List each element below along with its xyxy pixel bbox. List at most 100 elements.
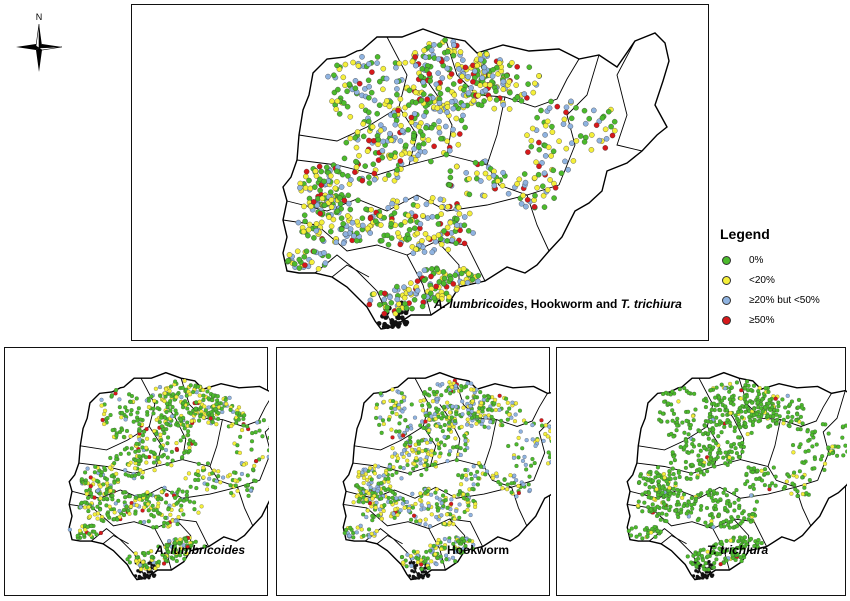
coastline-marker bbox=[419, 573, 423, 577]
survey-site-point bbox=[743, 539, 748, 544]
survey-site-point bbox=[368, 206, 374, 213]
survey-site-point bbox=[524, 95, 530, 101]
survey-site-point bbox=[683, 465, 688, 470]
survey-site-point bbox=[291, 261, 298, 267]
survey-site-point bbox=[266, 448, 269, 453]
survey-site-point bbox=[445, 246, 451, 253]
survey-site-point bbox=[665, 419, 670, 424]
survey-site-point bbox=[422, 231, 429, 237]
survey-site-point bbox=[229, 423, 234, 429]
survey-site-point bbox=[449, 497, 454, 502]
survey-site-point bbox=[418, 423, 423, 428]
survey-site-point bbox=[516, 176, 523, 183]
survey-site-point bbox=[655, 465, 660, 470]
survey-site-point bbox=[99, 397, 104, 402]
survey-site-point bbox=[496, 479, 501, 485]
survey-site-point bbox=[375, 157, 382, 163]
state-boundary bbox=[259, 427, 269, 481]
survey-site-point bbox=[475, 278, 481, 285]
survey-site-point bbox=[682, 386, 687, 391]
survey-site-point bbox=[725, 522, 731, 528]
survey-site-point bbox=[390, 410, 395, 415]
survey-site-point bbox=[458, 452, 463, 458]
survey-site-point bbox=[670, 408, 675, 413]
survey-site-point bbox=[445, 204, 451, 210]
survey-site-point bbox=[645, 534, 650, 539]
survey-site-point bbox=[138, 563, 143, 568]
survey-site-point bbox=[733, 446, 738, 451]
survey-site-point bbox=[776, 400, 781, 405]
survey-site-point bbox=[406, 286, 412, 293]
survey-site-point bbox=[538, 107, 544, 114]
survey-site-point bbox=[166, 550, 171, 555]
survey-site-point bbox=[120, 427, 125, 432]
survey-site-point bbox=[131, 419, 136, 424]
survey-site-point bbox=[713, 503, 718, 508]
state-boundary bbox=[237, 487, 254, 527]
survey-site-point bbox=[157, 420, 162, 425]
survey-site-point bbox=[513, 412, 518, 417]
survey-site-point bbox=[468, 471, 473, 476]
survey-site-point bbox=[377, 422, 382, 427]
survey-site-point bbox=[201, 415, 206, 420]
survey-site-point bbox=[149, 555, 154, 560]
survey-site-point bbox=[318, 219, 325, 226]
survey-site-point bbox=[354, 218, 360, 225]
survey-site-point bbox=[260, 455, 265, 460]
survey-site-point bbox=[335, 86, 341, 93]
survey-site-point bbox=[134, 503, 139, 508]
survey-site-point bbox=[431, 143, 437, 150]
survey-site-point bbox=[459, 73, 465, 80]
survey-site-point bbox=[428, 273, 434, 280]
survey-site-point bbox=[129, 408, 134, 413]
survey-site-point bbox=[338, 226, 345, 233]
survey-site-point bbox=[469, 276, 476, 283]
legend-item-0: 0% bbox=[718, 250, 843, 270]
survey-site-point bbox=[117, 397, 122, 402]
survey-site-point bbox=[381, 310, 388, 317]
survey-site-point bbox=[445, 458, 450, 464]
survey-site-point bbox=[654, 513, 660, 519]
survey-site-point bbox=[443, 151, 450, 158]
survey-site-point bbox=[514, 94, 521, 100]
survey-site-point bbox=[596, 137, 603, 144]
survey-site-point bbox=[693, 407, 698, 412]
survey-site-point bbox=[530, 437, 535, 442]
survey-site-point bbox=[302, 262, 308, 268]
survey-site-point bbox=[112, 461, 117, 466]
survey-site-point bbox=[206, 405, 211, 410]
survey-site-point bbox=[380, 418, 386, 423]
survey-site-point bbox=[742, 516, 747, 521]
survey-site-point bbox=[180, 489, 185, 494]
survey-site-point bbox=[136, 406, 141, 411]
survey-site-point bbox=[397, 429, 402, 434]
survey-site-point bbox=[456, 211, 463, 217]
survey-site-point bbox=[411, 111, 418, 117]
survey-site-point bbox=[85, 524, 90, 529]
survey-site-point bbox=[97, 491, 102, 496]
survey-site-point bbox=[380, 138, 386, 145]
survey-site-point bbox=[173, 379, 178, 384]
survey-site-point bbox=[689, 471, 694, 476]
survey-site-point bbox=[626, 528, 631, 533]
survey-site-point bbox=[315, 266, 322, 272]
survey-site-point bbox=[426, 566, 431, 571]
survey-site-point bbox=[332, 185, 339, 192]
survey-site-point bbox=[586, 115, 592, 122]
survey-site-point bbox=[296, 265, 303, 271]
survey-site-point bbox=[516, 483, 521, 489]
survey-site-point bbox=[454, 412, 459, 417]
survey-site-point bbox=[481, 193, 488, 199]
survey-site-point bbox=[714, 557, 719, 562]
survey-site-point bbox=[541, 438, 546, 443]
survey-site-point bbox=[491, 182, 498, 189]
survey-site-point bbox=[690, 562, 695, 567]
survey-site-point bbox=[660, 511, 665, 516]
survey-site-point bbox=[427, 386, 432, 391]
survey-site-point bbox=[128, 399, 133, 404]
survey-site-point bbox=[302, 185, 309, 191]
survey-site-point bbox=[524, 467, 529, 472]
survey-site-point bbox=[365, 477, 370, 483]
survey-site-point bbox=[505, 417, 510, 422]
survey-site-point bbox=[386, 487, 391, 492]
